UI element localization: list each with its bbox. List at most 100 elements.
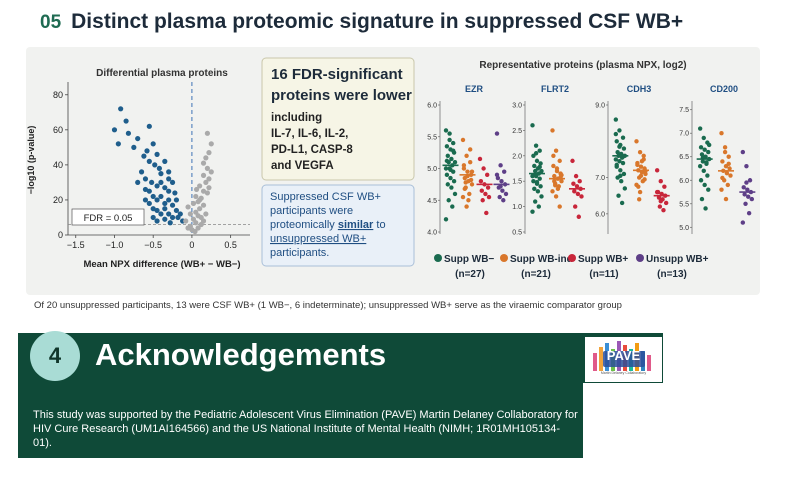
- strip-point: [725, 182, 730, 188]
- strip-point: [443, 217, 449, 222]
- strip-point: [617, 144, 622, 149]
- strip-y-tick-label: 5.5: [427, 134, 437, 141]
- callout2-line-1: Suppressed CSF WB+: [270, 191, 381, 203]
- volcano-x-tick-label: −1.5: [67, 240, 85, 250]
- strip-y-tick-label: 6.0: [427, 103, 437, 110]
- strip-point: [722, 149, 728, 155]
- strip-point: [619, 200, 625, 206]
- volcano-point-significant: [141, 153, 147, 159]
- strip-point: [443, 166, 449, 171]
- strip-plots: Representative proteins (plasma NPX, log…: [427, 60, 756, 280]
- strip-point: [745, 187, 750, 192]
- strip-point: [538, 184, 543, 189]
- strip-point: [460, 194, 466, 200]
- strip-point: [706, 149, 711, 155]
- strip-point: [494, 131, 500, 136]
- callout1-line-3: PD-L1, CASP-8: [271, 144, 353, 156]
- strip-point: [726, 154, 731, 159]
- volcano-point-significant: [152, 162, 158, 168]
- strip-point: [448, 175, 453, 181]
- strip-point: [537, 176, 542, 181]
- fdr-label-box: [71, 208, 145, 226]
- strip-point: [502, 169, 507, 174]
- strip-point: [728, 173, 733, 178]
- strip-point: [698, 178, 704, 183]
- strip-point: [466, 198, 471, 203]
- fdr-label: FDR = 0.05: [84, 213, 133, 224]
- strip-point: [722, 145, 728, 150]
- strip-point: [484, 210, 489, 216]
- volcano-point-significant: [135, 135, 141, 142]
- strip-y-tick-label: 5.0: [427, 166, 437, 173]
- callout1-line-2: IL-7, IL-6, IL-2,: [271, 128, 348, 140]
- strip-point: [483, 191, 488, 197]
- volcano-point-significant: [142, 176, 149, 182]
- strip-point: [639, 159, 645, 164]
- strip-y-tick-label: 2.0: [512, 153, 522, 160]
- strip-point: [637, 197, 642, 202]
- strip-point: [539, 194, 544, 199]
- callout1-line-4: and VEGFA: [271, 160, 334, 172]
- strip-point: [551, 153, 556, 158]
- volcano-point-ns: [197, 206, 203, 212]
- volcano-point-significant: [144, 148, 150, 154]
- strip-point: [448, 167, 453, 172]
- strip-point: [531, 179, 536, 184]
- callout2-line-2: participants were: [270, 205, 353, 217]
- callout2-line-3: proteomically similar to: [270, 219, 386, 231]
- volcano-x-tick-label: 0.5: [224, 240, 237, 250]
- strip-point: [723, 196, 729, 202]
- acknowledgements-text: This study was supported by the Pediatri…: [33, 409, 578, 449]
- strip-point: [702, 147, 707, 152]
- volcano-point-significant: [156, 165, 162, 171]
- volcano-y-tick-label: 60: [53, 125, 63, 135]
- strip-point: [621, 171, 627, 177]
- strip-y-tick-label: 7.0: [679, 131, 689, 138]
- strip-point: [444, 172, 450, 178]
- strip-point: [485, 185, 491, 190]
- strip-point: [500, 188, 505, 193]
- strip-point: [451, 179, 457, 184]
- volcano-point-ns: [197, 197, 203, 203]
- pave-logo-subtitle: Martin Delaney Collaboratory: [600, 371, 647, 375]
- strip-point: [747, 178, 753, 183]
- section-number-badge: 4: [30, 331, 80, 381]
- strip-point: [706, 142, 712, 148]
- strip-point: [461, 166, 467, 171]
- strip-point: [460, 137, 466, 143]
- pave-logo: PAVE Martin Delaney Collaboratory: [585, 337, 662, 382]
- strip-point: [654, 168, 660, 173]
- strip-y-tick-label: 6.0: [679, 178, 689, 185]
- strip-panel-title: EZR: [465, 84, 484, 94]
- strip-point: [636, 184, 641, 189]
- strip-point: [700, 159, 706, 164]
- volcano-point-ns: [203, 155, 209, 161]
- strip-point: [445, 153, 450, 158]
- strip-point: [550, 189, 555, 194]
- volcano-point-significant: [166, 169, 172, 175]
- strip-point: [550, 128, 555, 133]
- volcano-point-significant: [166, 211, 172, 217]
- strip-point: [501, 198, 506, 203]
- callout1-title-1: 16 FDR-significant: [271, 66, 403, 83]
- strip-point: [451, 140, 456, 146]
- strip-point: [621, 146, 627, 151]
- callout2-line-5: participants.: [270, 247, 329, 259]
- volcano-point-significant: [169, 202, 176, 208]
- volcano-point-ns: [190, 200, 197, 207]
- volcano-point-significant: [142, 197, 149, 203]
- strip-point: [444, 144, 450, 149]
- strip-point: [617, 128, 622, 133]
- volcano-point-significant: [150, 193, 156, 200]
- strip-point: [536, 204, 541, 209]
- strip-point: [638, 173, 644, 178]
- strip-point: [613, 157, 619, 162]
- volcano-point-significant: [111, 127, 118, 133]
- strip-point: [704, 160, 709, 165]
- strip-title: Representative proteins (plasma NPX, log…: [479, 60, 686, 71]
- volcano-point-significant: [146, 123, 152, 129]
- volcano-y-tick-label: 20: [53, 195, 63, 205]
- strip-point: [615, 149, 620, 155]
- legend-label: Supp WB-ind: [510, 254, 573, 265]
- strip-point: [499, 179, 504, 184]
